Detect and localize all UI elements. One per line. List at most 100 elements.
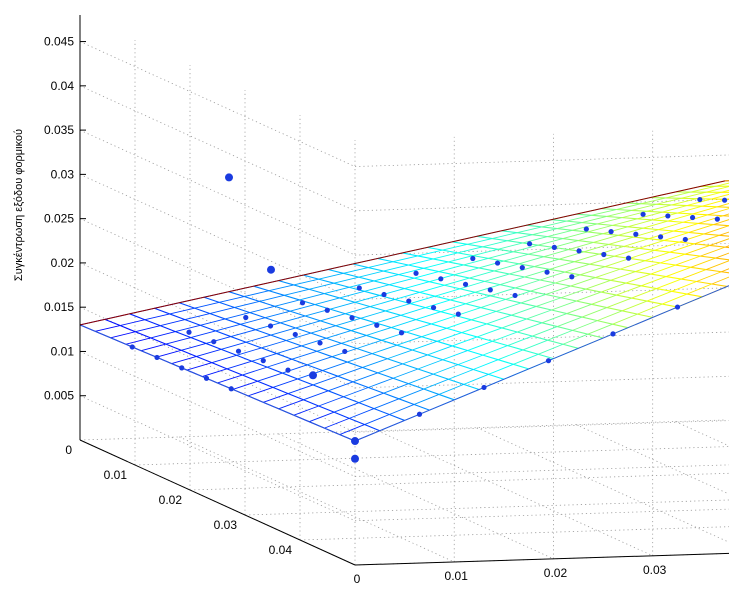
- surface-mesh-line: [658, 221, 684, 231]
- surface-mesh-line: [360, 310, 386, 319]
- surface-mesh-line: [522, 349, 539, 355]
- surface-mesh-line: [723, 213, 729, 217]
- surface-mesh-line: [572, 329, 588, 335]
- surface-mesh-line: [612, 323, 629, 329]
- surface-mesh-line: [408, 264, 424, 269]
- grid-line: [189, 472, 729, 491]
- surface-mesh-line: [507, 234, 533, 242]
- surface-mesh-line: [255, 329, 272, 336]
- surface-mesh-line: [249, 305, 275, 314]
- surface-mesh-line: [293, 284, 310, 290]
- surface-mesh-line: [232, 380, 258, 390]
- surface-mesh-line: [473, 255, 489, 259]
- surface-mesh-line: [297, 378, 314, 386]
- data-marker: [625, 255, 632, 261]
- surface-mesh-line: [350, 330, 367, 336]
- surface-mesh-line: [583, 243, 609, 253]
- surface-mesh-line: [423, 267, 439, 273]
- surface-mesh-line: [467, 340, 493, 351]
- surface-mesh-line: [205, 336, 231, 344]
- surface-mesh-line: [184, 313, 210, 321]
- surface-mesh-line: [341, 335, 367, 344]
- surface-mesh-line: [180, 349, 197, 357]
- surface-mesh-line: [444, 277, 470, 286]
- surface-mesh-line: [469, 270, 495, 279]
- surface-mesh-line: [614, 247, 640, 257]
- x-axis-line: [354, 552, 729, 566]
- surface-mesh-line: [471, 310, 497, 321]
- surface-mesh-line: [230, 336, 247, 343]
- surface-mesh-line: [354, 294, 380, 303]
- surface-mesh-line: [457, 364, 474, 371]
- surface-mesh-line: [688, 231, 705, 235]
- surface-mesh-line: [452, 336, 478, 347]
- data-marker: [610, 331, 616, 337]
- surface-mesh-line: [119, 319, 145, 326]
- surface-mesh-line: [465, 295, 491, 305]
- surface-mesh-line: [486, 323, 503, 329]
- surface-mesh-line: [618, 227, 644, 236]
- data-marker: [689, 214, 696, 221]
- z-tick-label: 0.005: [44, 389, 74, 403]
- surface-mesh-line: [442, 249, 458, 254]
- surface-mesh-line: [398, 398, 415, 405]
- surface-mesh-line: [637, 218, 653, 221]
- surface-mesh-line: [482, 345, 508, 356]
- surface-mesh-line: [392, 368, 419, 379]
- surface-mesh-line: [442, 359, 459, 366]
- surface-mesh-line: [314, 297, 340, 305]
- surface-mesh-line: [499, 276, 525, 286]
- surface-mesh-line: [415, 311, 441, 321]
- data-marker: [601, 251, 607, 258]
- surface-mesh-line: [467, 243, 483, 248]
- surface-mesh-line: [606, 297, 632, 308]
- surface-mesh-line: [463, 373, 489, 385]
- y-axis-line: [79, 439, 356, 566]
- surface-mesh-line: [423, 261, 449, 269]
- surface-mesh-line: [202, 368, 228, 377]
- surface-mesh-line: [242, 366, 268, 376]
- surface-mesh-line: [711, 276, 729, 285]
- data-marker: [569, 274, 575, 280]
- surface-mesh-line: [717, 203, 729, 208]
- data-marker: [544, 269, 550, 275]
- surface-mesh-line: [641, 285, 657, 290]
- surface-mesh-line: [482, 246, 499, 250]
- surface-mesh-line: [579, 274, 596, 279]
- surface-mesh-line: [383, 270, 399, 276]
- surface-mesh-line: [557, 326, 573, 331]
- surface-mesh-line: [696, 280, 712, 285]
- data-marker: [356, 285, 362, 291]
- z-tick-label: 0.015: [44, 300, 74, 314]
- surface-mesh-line: [528, 253, 544, 258]
- surface-mesh-line: [660, 253, 686, 264]
- surface-mesh-line: [704, 233, 720, 236]
- data-marker: [722, 197, 728, 203]
- surface-mesh-line: [526, 309, 552, 320]
- surface-mesh-line: [541, 322, 558, 328]
- surface-mesh-line: [402, 354, 428, 365]
- surface-mesh-line: [457, 354, 483, 366]
- surface-mesh-line: [200, 318, 226, 326]
- surface-mesh-line: [581, 307, 608, 318]
- surface-mesh-line: [608, 236, 634, 245]
- surface-mesh-line: [234, 306, 251, 314]
- surface-mesh-line: [436, 340, 453, 347]
- surface-mesh-line: [702, 205, 718, 208]
- surface-mesh-line: [538, 353, 554, 360]
- surface-mesh-line: [577, 233, 604, 241]
- surface-mesh-line: [497, 359, 514, 365]
- data-marker: [413, 270, 419, 276]
- surface-mesh-line: [591, 294, 617, 305]
- surface-mesh-line: [219, 296, 245, 303]
- surface-mesh-line: [576, 213, 592, 216]
- surface-mesh-line: [505, 298, 522, 304]
- surface-mesh-line: [532, 326, 558, 337]
- surface-mesh-line: [333, 411, 350, 419]
- surface-mesh-line: [625, 282, 642, 287]
- surface-mesh-line: [600, 282, 627, 293]
- surface-mesh-line: [490, 295, 506, 300]
- surface-mesh-line: [652, 219, 668, 222]
- surface-mesh-line: [265, 310, 291, 319]
- surface-mesh-line: [368, 266, 384, 272]
